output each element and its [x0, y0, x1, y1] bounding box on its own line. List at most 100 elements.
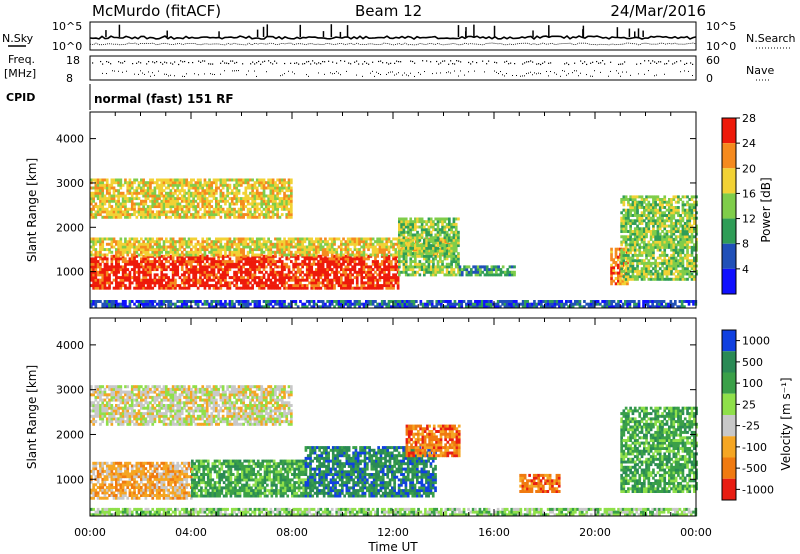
data-cell: [394, 257, 398, 261]
data-cell: [237, 183, 241, 187]
data-cell: [151, 194, 155, 198]
data-cell: [652, 277, 655, 281]
data-cell: [146, 300, 150, 303]
data-cell: [654, 261, 657, 265]
data-cell: [192, 191, 195, 195]
data-cell: [205, 284, 209, 288]
data-cell: [614, 255, 618, 259]
data-cell: [335, 248, 339, 252]
data-cell: [146, 278, 150, 282]
data-cell: [105, 237, 109, 241]
data-cell: [215, 210, 218, 214]
data-cell: [385, 273, 389, 277]
data-cell: [165, 276, 168, 280]
data-cell: [269, 245, 273, 249]
data-cell: [253, 278, 257, 282]
data-cell: [224, 181, 227, 185]
data-cell: [140, 300, 143, 303]
data-cell: [244, 178, 248, 182]
data-cell: [240, 268, 243, 272]
data-cell: [190, 178, 193, 182]
data-cell: [420, 230, 424, 234]
data-cell: [457, 260, 460, 264]
data-cell: [174, 286, 177, 290]
data-cell: [126, 248, 130, 252]
data-cell: [112, 181, 116, 185]
data-cell: [240, 278, 243, 282]
data-cell: [155, 181, 159, 185]
data-cell: [497, 265, 500, 269]
data-cell: [140, 199, 143, 203]
data-cell: [217, 281, 220, 285]
data-cell: [629, 256, 632, 260]
data-cell: [194, 194, 198, 198]
data-cell: [101, 186, 105, 190]
data-cell: [276, 300, 279, 303]
data-cell: [158, 197, 161, 201]
data-cell: [436, 225, 440, 229]
data-cell: [246, 278, 250, 282]
data-cell: [269, 284, 273, 288]
data-cell: [146, 245, 150, 249]
data-cell: [626, 263, 629, 267]
data-cell: [242, 197, 245, 201]
data-cell: [165, 199, 168, 203]
data-cell: [144, 268, 148, 272]
data-cell: [688, 216, 692, 220]
data-cell: [269, 210, 273, 214]
data-cell: [420, 262, 424, 266]
data-cell: [294, 302, 298, 306]
data-cell: [629, 243, 632, 247]
data-cell: [683, 211, 687, 215]
data-cell: [310, 284, 314, 288]
data-cell: [310, 262, 314, 266]
data-cell: [276, 213, 279, 217]
data-cell: [294, 281, 298, 285]
data-cell: [267, 300, 270, 303]
data-cell: [418, 262, 422, 266]
data-cell: [196, 181, 200, 185]
noise-left-label: N.Sky: [2, 32, 34, 45]
data-cell: [670, 240, 673, 244]
data-cell: [454, 249, 458, 253]
data-cell: [333, 242, 336, 246]
data-cell: [420, 268, 424, 272]
data-cell: [658, 243, 662, 247]
data-cell: [308, 302, 311, 306]
data-cell: [258, 183, 261, 187]
data-cell: [629, 259, 632, 263]
data-cell: [315, 270, 318, 274]
data-cell: [658, 219, 662, 223]
data-cell: [681, 203, 685, 207]
data-cell: [267, 286, 270, 290]
data-cell: [144, 262, 148, 266]
data-cell: [103, 210, 107, 214]
data-cell: [278, 265, 282, 269]
data-cell: [160, 265, 164, 269]
data-cell: [185, 240, 189, 244]
data-cell: [404, 254, 408, 258]
data-cell: [199, 278, 202, 282]
data-cell: [274, 265, 277, 269]
data-cell: [108, 202, 111, 206]
data-cell: [661, 230, 664, 233]
data-cell: [385, 248, 389, 252]
data-cell: [652, 219, 655, 223]
data-cell: [224, 262, 227, 266]
data-cell: [333, 278, 336, 282]
data-cell: [215, 300, 218, 303]
data-cell: [258, 262, 261, 266]
data-cell: [108, 237, 111, 241]
data-cell: [96, 278, 100, 282]
data-cell: [240, 286, 243, 290]
data-cell: [429, 254, 433, 258]
data-cell: [686, 235, 689, 239]
data-cell: [103, 273, 107, 277]
data-cell: [146, 248, 150, 252]
data-cell: [443, 273, 447, 277]
data-cell: [224, 210, 227, 214]
data-cell: [212, 181, 216, 185]
data-cell: [208, 305, 211, 309]
data-cell: [690, 195, 694, 199]
